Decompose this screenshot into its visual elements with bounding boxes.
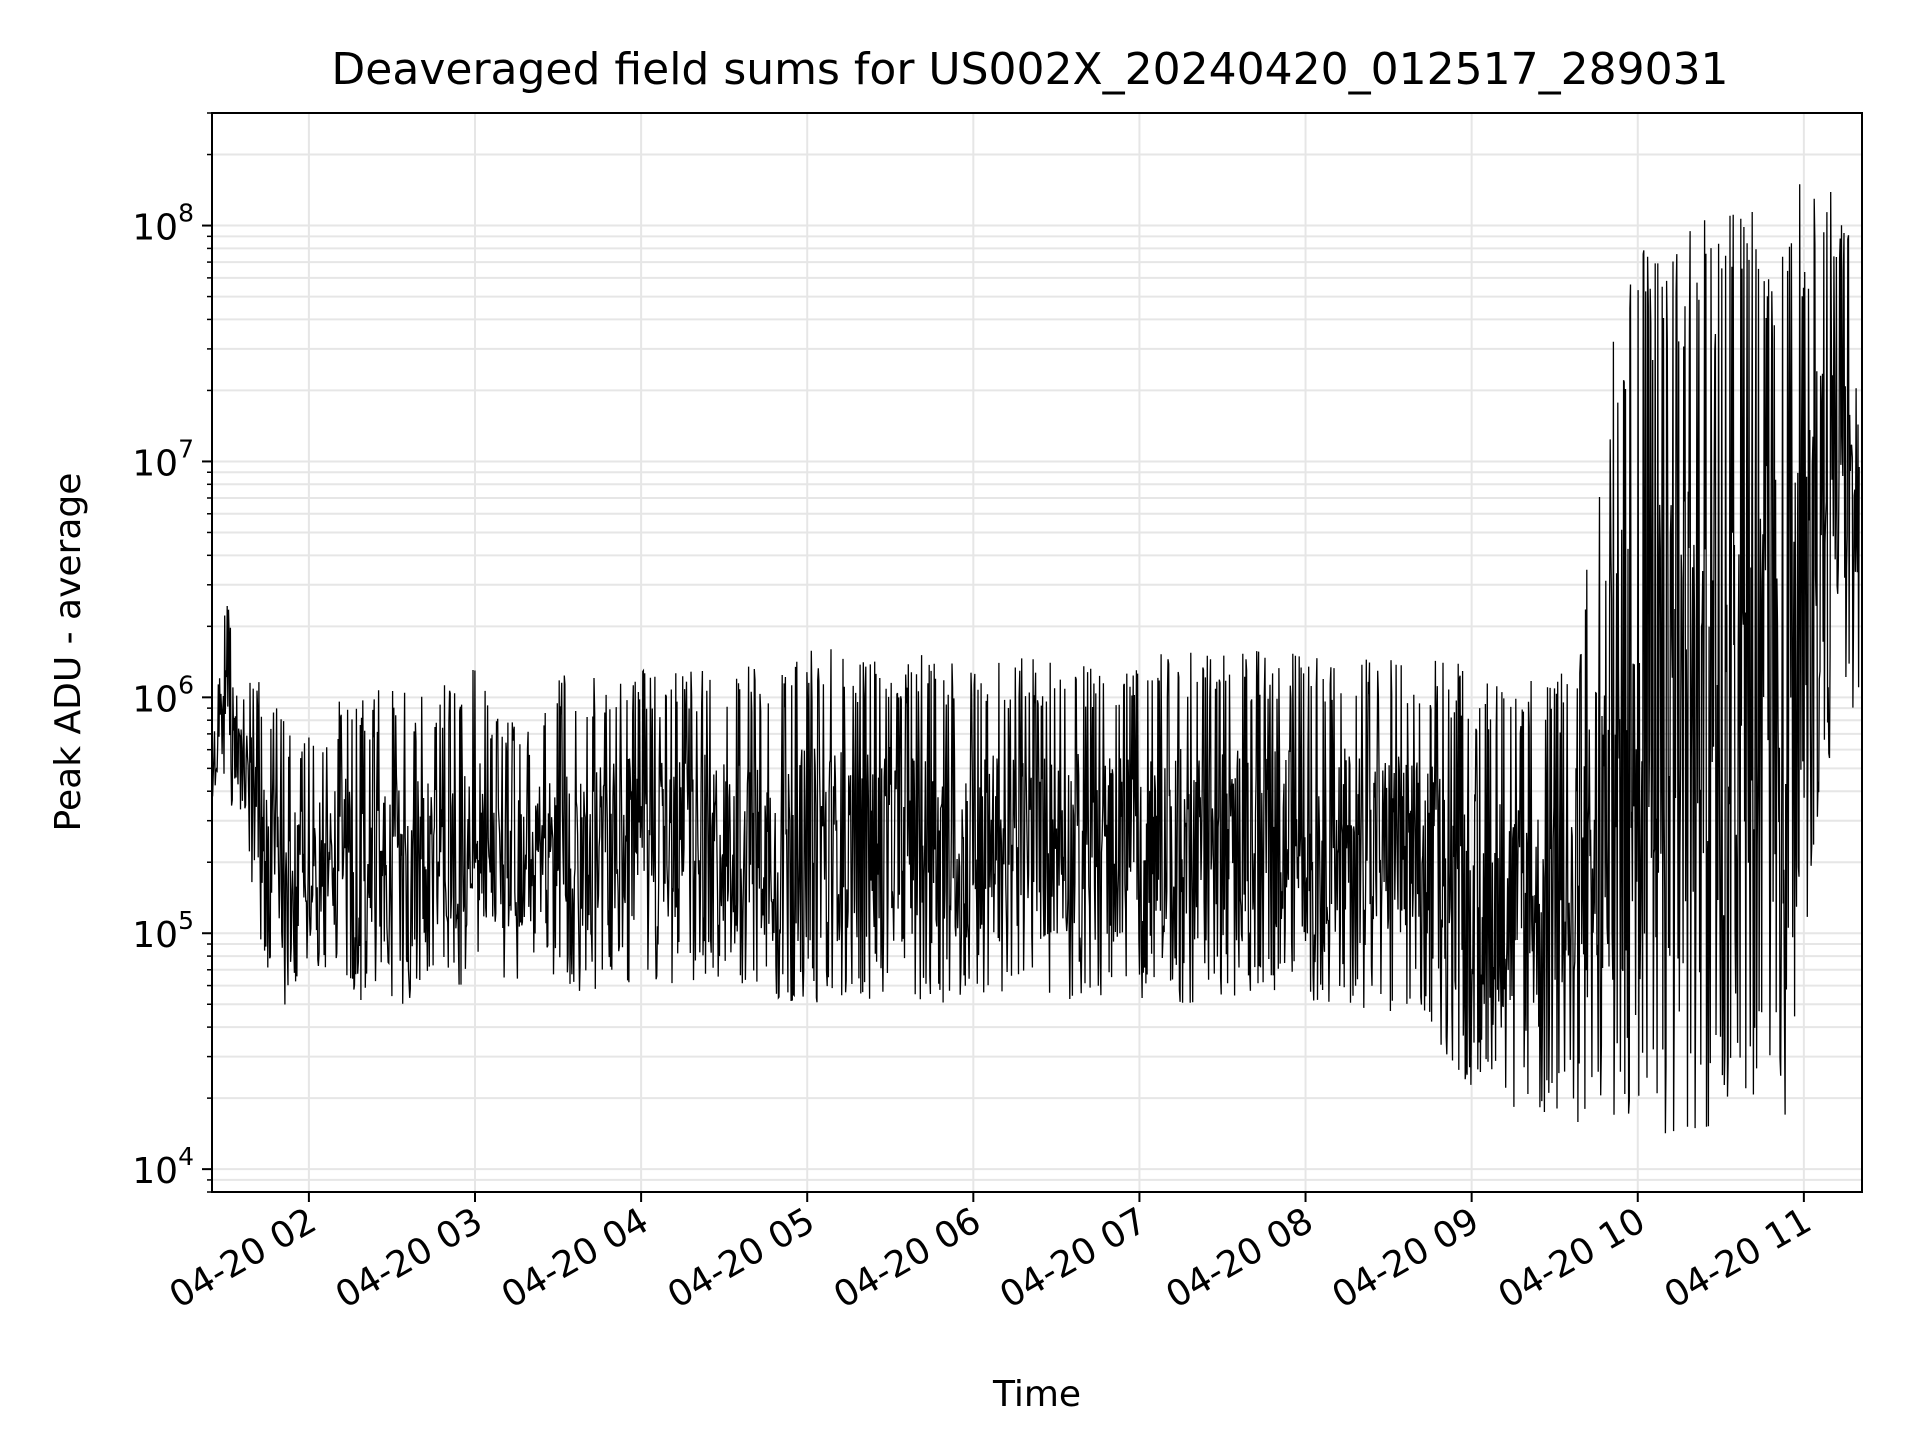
series-line-group	[212, 184, 1860, 1134]
y-tick-label: 107	[132, 434, 194, 484]
plot-frame	[211, 112, 1863, 1193]
y-axis-label: Peak ADU - average	[48, 473, 89, 832]
chart-title: Deaveraged field sums for US002X_2024042…	[331, 44, 1728, 95]
y-axis: 104 105 106 107 108	[132, 112, 212, 1193]
y-tick-label: 106	[132, 670, 194, 720]
y-tick-label: 108	[132, 199, 194, 249]
y-tick-label: 104	[132, 1142, 194, 1192]
series-line	[212, 184, 1860, 1134]
x-axis-label: Time	[992, 1374, 1081, 1415]
y-tick-label: 105	[132, 906, 194, 956]
